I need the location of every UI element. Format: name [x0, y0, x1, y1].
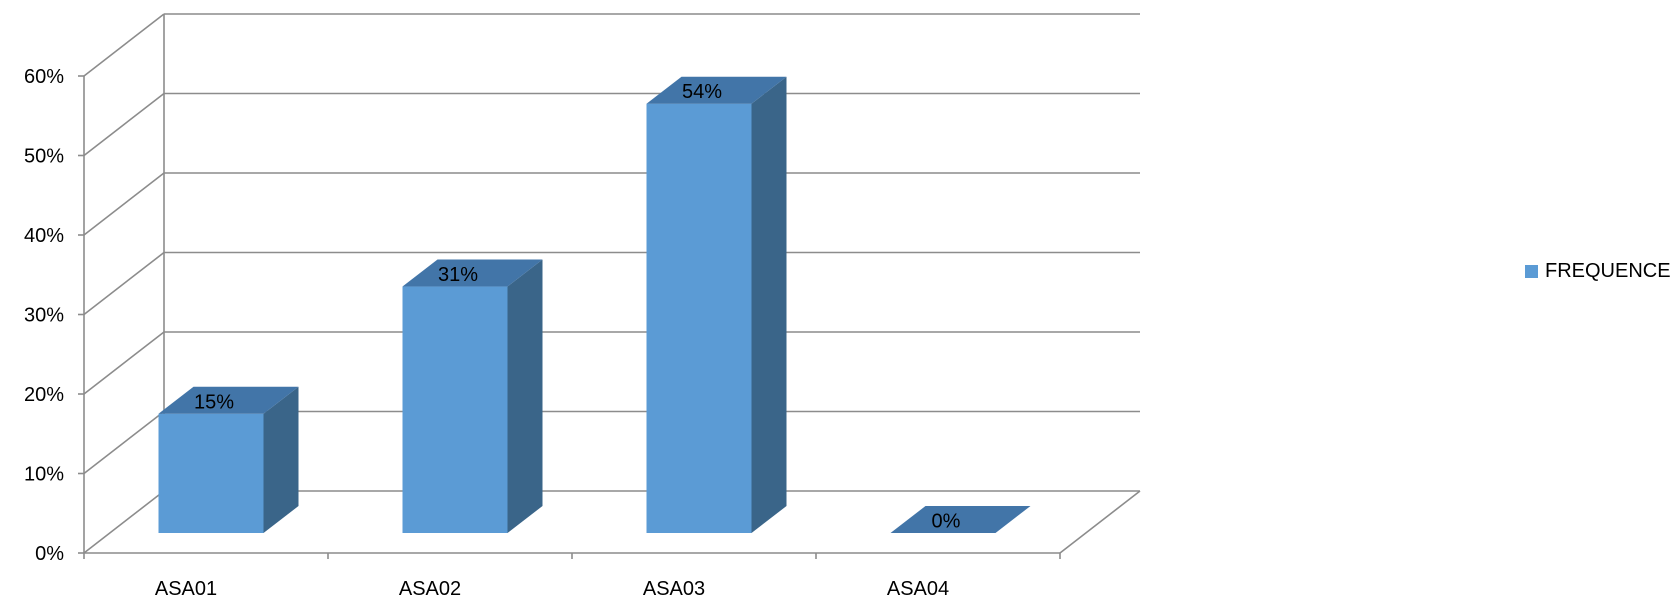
- y-tick-label: 60%: [24, 66, 64, 88]
- bars: [158, 76, 1031, 533]
- floor-left-edge: [83, 490, 165, 554]
- data-label: 15%: [194, 391, 234, 413]
- gridline-diagonal: [83, 331, 165, 395]
- gridline-diagonal: [83, 92, 165, 157]
- gridline-diagonal: [83, 410, 165, 475]
- y-tick-label: 30%: [24, 305, 64, 327]
- x-tick-label: ASA03: [643, 578, 705, 600]
- x-tick-label: ASA02: [399, 578, 461, 600]
- bar: [646, 103, 752, 533]
- bar-top: [402, 259, 543, 287]
- bar-side: [507, 259, 543, 533]
- y-tick-label: 10%: [24, 464, 64, 486]
- gridline-diagonal: [83, 172, 165, 236]
- data-label: 54%: [682, 81, 722, 103]
- legend: FREQUENCE: [1525, 260, 1671, 283]
- x-tick-label: ASA01: [155, 578, 217, 600]
- floor-right-edge: [1059, 490, 1141, 554]
- x-tick-label: ASA04: [887, 578, 949, 600]
- y-tick-label: 50%: [24, 146, 64, 168]
- labels: 0% 10% 20% 30% 40% 50% 60% 15% ASA01 31% ASA02 54% A…: [24, 66, 961, 600]
- bar: [158, 413, 264, 533]
- y-tick-label: 20%: [24, 384, 64, 406]
- legend-label: FREQUENCE: [1545, 260, 1671, 282]
- bar-side: [751, 76, 787, 533]
- bar-top: [646, 76, 787, 104]
- bar-side: [263, 386, 299, 533]
- gridline-diagonal: [83, 13, 165, 77]
- bar-top: [158, 386, 299, 414]
- legend-swatch: [1525, 265, 1538, 278]
- gridline-diagonal: [83, 251, 165, 316]
- y-tick-label: 40%: [24, 225, 64, 247]
- y-tick-label: 0%: [35, 543, 64, 565]
- bar: [890, 506, 1031, 533]
- bar: [402, 286, 508, 533]
- data-label: 31%: [438, 264, 478, 286]
- data-label: 0%: [932, 511, 961, 533]
